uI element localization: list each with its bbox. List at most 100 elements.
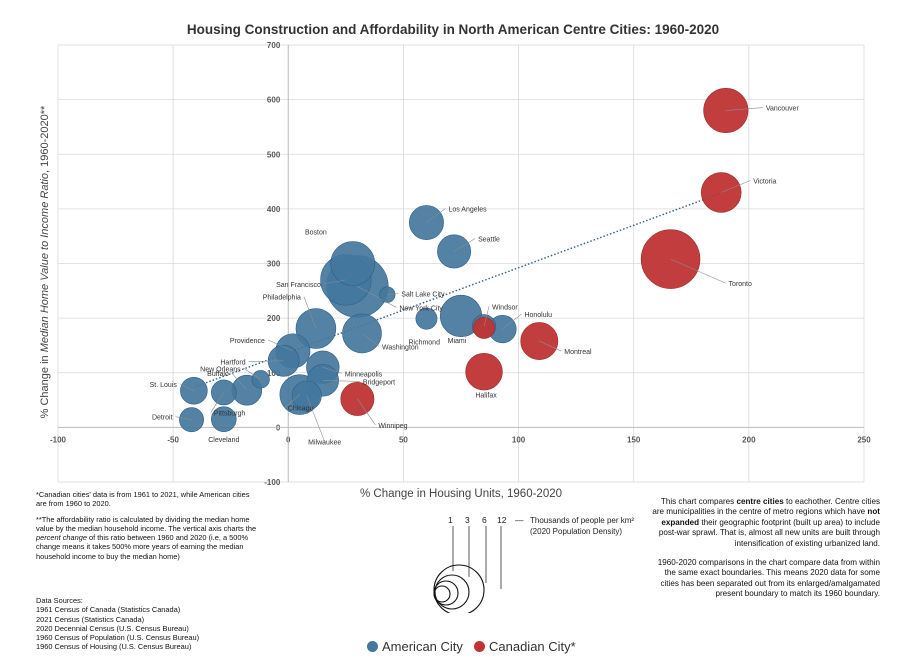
size-legend-circle-1	[433, 585, 451, 603]
data-labels-group: New York City San Francisco Boston Miami Phi…	[150, 106, 800, 447]
data-label: St. Louis	[150, 382, 178, 389]
bubble-cleveland	[211, 406, 237, 432]
label-leader-line	[387, 293, 399, 295]
y-tick-label: 200	[267, 314, 281, 323]
boundary-explanation: 1960-2020 comparisons in the chart compa…	[657, 558, 880, 599]
label-leader-line	[175, 416, 192, 421]
x-tick-label: -100	[50, 435, 67, 444]
x-tick-label: 250	[857, 435, 871, 444]
source-item: 1961 Census of Canada (Statistics Canada…	[36, 605, 181, 615]
label-leader-line	[303, 296, 317, 329]
data-label: Chicago	[288, 406, 314, 413]
data-label: Minneapolis	[345, 371, 383, 378]
data-label: Victoria	[753, 178, 776, 185]
label-leader-line	[284, 394, 300, 408]
size-legend-description: Thousands of people per km² (2020 Popula…	[530, 516, 635, 536]
label-leader-line	[248, 360, 284, 363]
data-label: Halifax	[475, 393, 497, 400]
legend-american: American City	[367, 639, 463, 654]
legend-american-label: American City	[382, 639, 463, 654]
footnote-canadian-years: *Canadian cities' data is from 1961 to 2…	[36, 490, 250, 509]
centre-cities-explanation: This chart compares centre cities to eac…	[652, 497, 880, 548]
y-tick-label: 600	[267, 96, 281, 105]
bubble-hartford	[267, 344, 300, 377]
y-label-part-1: % Change in	[39, 352, 51, 418]
data-label: Pittsburgh	[214, 410, 246, 417]
data-label: Cleveland	[208, 437, 239, 444]
data-label: Richmond	[408, 340, 440, 347]
y-tick-label: 100	[267, 369, 281, 378]
label-leader-line	[267, 339, 294, 352]
bubbles-group	[179, 88, 749, 433]
label-leader-line	[322, 380, 360, 382]
size-legend-value: 3	[465, 515, 470, 525]
legend-canadian: Canadian City*	[474, 639, 576, 654]
label-leader-line	[357, 398, 376, 426]
data-label: Winnipeg	[378, 423, 407, 430]
label-leader-line	[323, 279, 346, 285]
y-tick-label: 500	[267, 150, 281, 159]
y-tick-label: 700	[267, 41, 281, 50]
y-label-part-3: , 1960-2020**	[39, 105, 51, 173]
label-leader-line	[539, 340, 562, 352]
data-label: Montreal	[564, 349, 592, 356]
bubble-halifax	[465, 352, 503, 391]
data-label: Washington	[382, 344, 419, 351]
label-leader-line	[725, 107, 763, 111]
bubble-seattle	[437, 234, 472, 269]
size-legend-circle-6	[434, 574, 470, 610]
trendline	[195, 190, 727, 388]
data-label: Providence	[230, 338, 265, 345]
size-legend-value: 6	[482, 515, 487, 525]
label-leader-line	[243, 368, 261, 380]
footnote-right: This chart compares centre cities to eac…	[652, 497, 880, 609]
trendline-group	[195, 190, 727, 388]
data-label: Detroit	[152, 415, 173, 422]
data-label: San Francisco	[276, 282, 321, 289]
label-leader-line	[502, 313, 522, 330]
data-label: Miami	[448, 338, 467, 345]
label-leader-line	[670, 258, 726, 284]
data-label: New York City	[399, 305, 443, 312]
label-leader-line	[306, 395, 325, 442]
label-leader-line	[357, 286, 397, 308]
y-axis-label: % Change in Median Home Value to Income …	[39, 105, 51, 418]
data-label: Toronto	[729, 281, 752, 288]
size-legend-circles	[433, 526, 502, 613]
bubble-richmond	[415, 307, 438, 330]
label-leader-line	[179, 383, 195, 392]
source-item: 1960 Census of Housing (U.S. Census Bure…	[36, 642, 192, 652]
source-item: 2021 Census (Statistics Canada)	[36, 614, 145, 624]
bubble-windsor	[473, 317, 495, 339]
bubble-boston	[330, 241, 376, 286]
size-legend: 1 3 6 12 — Thousands of people per km² (…	[425, 513, 655, 613]
x-tick-label: 100	[512, 435, 526, 444]
y-label-part-2: Median Home Value to Income Ratio	[39, 173, 51, 352]
data-label: Milwaukee	[308, 440, 341, 447]
label-leader-line	[210, 392, 225, 413]
footnote-left: *Canadian cities' data is from 1961 to 2…	[36, 490, 261, 567]
label-leader-line	[361, 333, 380, 347]
label-leader-line	[483, 306, 490, 327]
bubble-winnipeg	[340, 382, 375, 416]
label-leader-line	[231, 373, 248, 391]
y-tick-label: -100	[264, 478, 281, 487]
data-label: Honolulu	[524, 312, 552, 319]
label-leader-line	[453, 238, 476, 252]
size-legend-dash: —	[515, 515, 524, 525]
x-tick-label: 150	[627, 435, 641, 444]
bubble-detroit	[179, 407, 204, 433]
source-item: 1960 Census of Population (U.S. Census B…	[36, 633, 200, 643]
data-label: Salt Lake City	[401, 292, 445, 299]
data-label: Vancouver	[766, 106, 800, 113]
sources-title: Data Sources:	[36, 596, 83, 605]
label-leader-line	[322, 367, 342, 374]
size-legend-value: 12	[497, 515, 507, 525]
data-label: Bridgeport	[363, 379, 395, 386]
label-leader-line	[721, 180, 751, 193]
label-leader-line	[426, 208, 446, 223]
legend-canadian-marker	[474, 641, 485, 652]
size-legend-value: 1	[448, 515, 453, 525]
data-label: Buffalo	[207, 371, 229, 378]
